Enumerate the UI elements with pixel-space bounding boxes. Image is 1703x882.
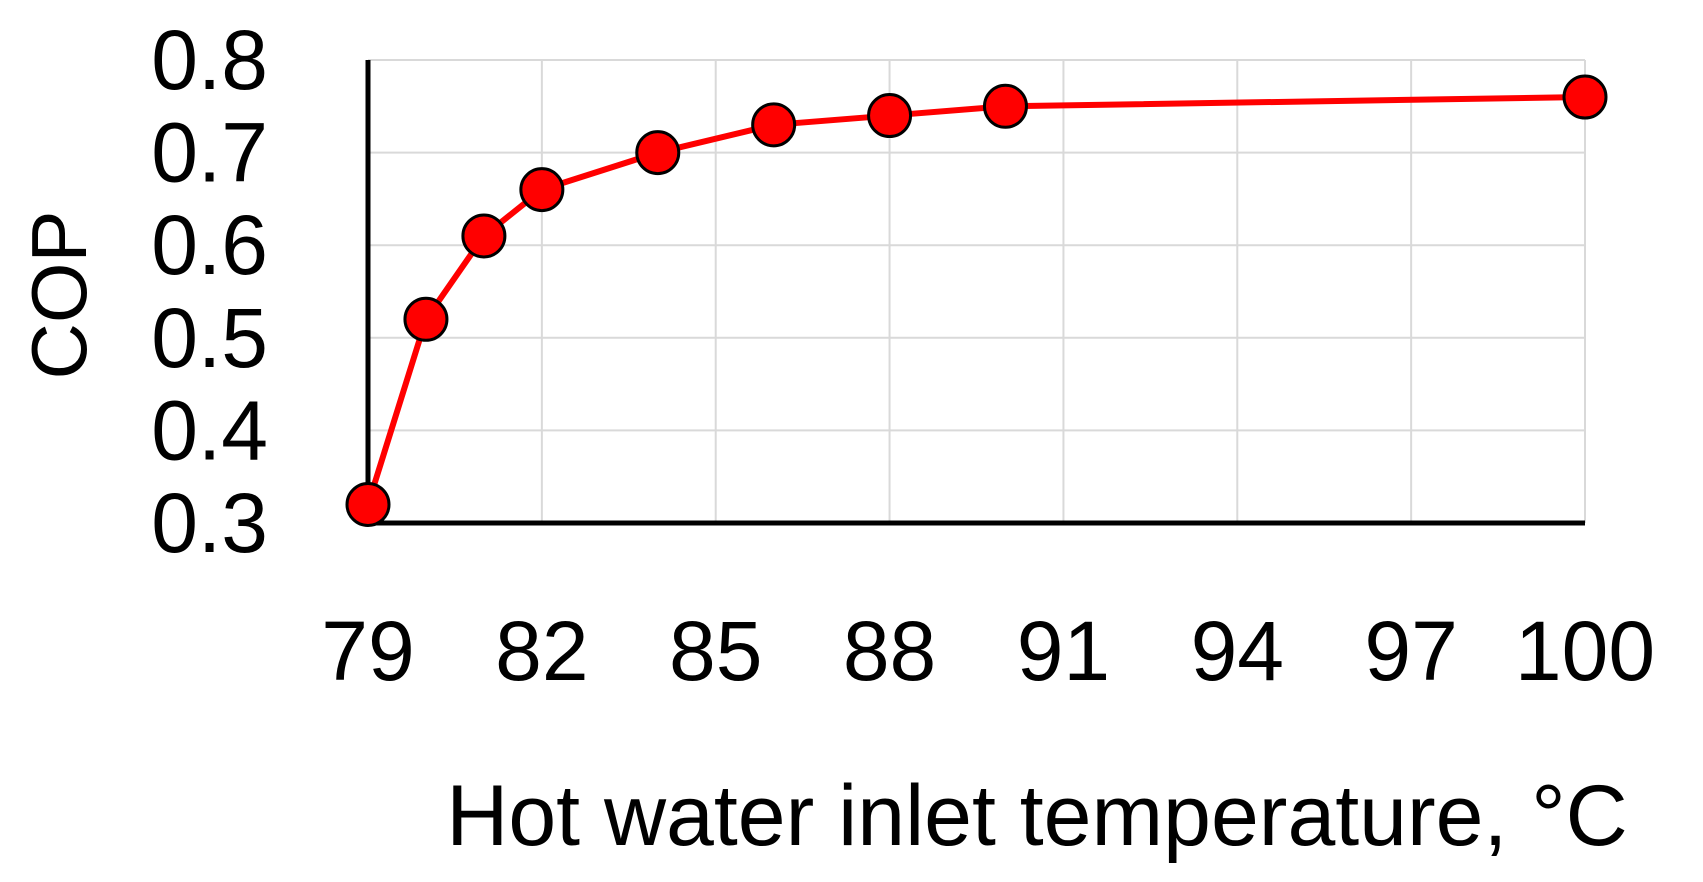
y-tick-label-0: 0.3	[151, 476, 268, 570]
x-tick-label-0: 79	[321, 604, 414, 698]
axes-layer	[365, 60, 1585, 526]
data-point-0-6	[867, 93, 913, 139]
data-point-0-1	[403, 296, 449, 342]
series-layer	[345, 74, 1608, 527]
data-point-0-4	[635, 130, 681, 176]
x-tick-label-6: 97	[1364, 604, 1457, 698]
x-tick-label-7: 100	[1515, 604, 1655, 698]
x-tick-label-2: 85	[669, 604, 762, 698]
x-tick-label-4: 91	[1017, 604, 1110, 698]
data-point-0-3	[519, 167, 565, 213]
series-line-0	[365, 94, 1586, 506]
tick-label-layer: 0.30.40.50.60.70.8 79 82 85 88 91 94 97 100	[151, 13, 1655, 698]
data-point-0-5	[751, 102, 797, 148]
y-tick-label-3: 0.6	[151, 198, 268, 292]
y-tick-label-4: 0.7	[151, 106, 268, 200]
x-axis-title: Hot water inlet temperature, °C	[446, 768, 1628, 864]
grid-layer	[368, 59, 1586, 523]
data-point-0-2	[461, 213, 507, 259]
x-tick-label-1: 82	[495, 604, 588, 698]
x-tick-label-5: 94	[1191, 604, 1284, 698]
y-axis-title: COP	[15, 210, 103, 379]
y-tick-label-1: 0.4	[151, 383, 268, 477]
data-point-0-8	[1562, 74, 1608, 120]
x-tick-label-3: 88	[843, 604, 936, 698]
y-tick-label-5: 0.8	[151, 13, 268, 107]
data-point-0-7	[982, 83, 1028, 129]
y-tick-label-2: 0.5	[151, 291, 268, 385]
data-point-0-0	[345, 481, 391, 527]
